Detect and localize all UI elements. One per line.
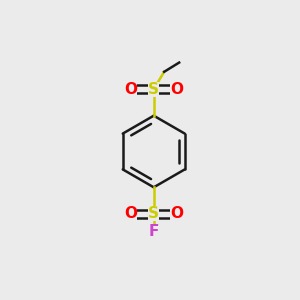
Text: O: O	[170, 82, 183, 97]
Text: S: S	[148, 82, 159, 97]
Text: O: O	[124, 206, 137, 221]
Text: F: F	[148, 224, 159, 239]
Text: O: O	[170, 206, 183, 221]
Text: S: S	[148, 206, 159, 221]
Text: O: O	[124, 82, 137, 97]
